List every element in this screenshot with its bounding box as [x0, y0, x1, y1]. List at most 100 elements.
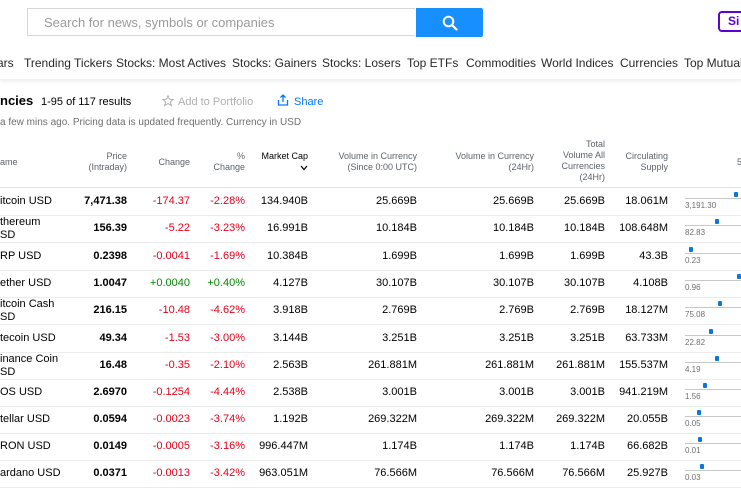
- table-row[interactable]: inance Coin SD 16.48 -0.35 -2.10% 2.563B 261.8…: [0, 352, 741, 380]
- col-volume-24hr[interactable]: Volume in Currency (24Hr): [455, 151, 534, 173]
- nav-item-most-actives[interactable]: Stocks: Most Actives: [116, 56, 227, 70]
- nav-item-top-mutual-funds[interactable]: Top Mutual Fu: [684, 56, 741, 70]
- table-row[interactable]: RP USD 0.2398 -0.0041 -1.69% 10.384B 1.699B 1.…: [0, 243, 741, 271]
- cell-change: -1.53: [164, 332, 190, 344]
- range-bar-track: [685, 470, 741, 471]
- cell-volume-24hr: 3.251B: [499, 332, 534, 344]
- nav-item-currencies[interactable]: Currencies: [620, 56, 679, 70]
- col-volume24-line1: Volume in Currency: [455, 151, 534, 161]
- cell-name[interactable]: OS USD: [0, 386, 42, 399]
- cell-name[interactable]: ardano USD: [0, 467, 61, 480]
- col-price[interactable]: Price (Intraday): [88, 151, 127, 173]
- cell-change: -0.0013: [152, 467, 190, 479]
- cell-circulating-supply: 108.648M: [619, 222, 668, 234]
- add-to-portfolio-button[interactable]: Add to Portfolio: [161, 94, 253, 108]
- cell-name[interactable]: inance Coin SD: [0, 353, 58, 379]
- cell-volume-24hr: 3.001B: [499, 386, 534, 398]
- table-row[interactable]: tellar USD 0.0594 -0.0023 -3.74% 1.192B 269.3…: [0, 406, 741, 434]
- cell-market-cap: 996.447M: [259, 440, 308, 452]
- col-market-cap[interactable]: Market Cap: [261, 151, 308, 174]
- cell-price: 1.0047: [93, 277, 127, 289]
- cell-volume-24hr: 1.174B: [499, 440, 534, 452]
- col-change[interactable]: Change: [158, 157, 190, 168]
- range-current-marker: [697, 410, 701, 415]
- cell-change: -5.22: [164, 222, 190, 234]
- sign-in-button[interactable]: Si: [718, 11, 741, 32]
- table-row[interactable]: ardano USD 0.0371 -0.0013 -3.42% 963.051M 76.…: [0, 460, 741, 488]
- cell-price: 216.15: [93, 304, 127, 316]
- cell-volume-24hr: 10.184B: [493, 222, 534, 234]
- table-row[interactable]: itcoin USD 7,471.38 -174.37 -2.28% 134.940B 2…: [0, 188, 741, 216]
- cell-circulating-supply: 155.537M: [619, 359, 668, 371]
- range-bar-track: [685, 198, 741, 199]
- col-name-label: ame: [0, 157, 18, 167]
- cell-total-volume: 30.107B: [564, 277, 605, 289]
- nav-item-futures[interactable]: ars: [0, 56, 14, 70]
- market-nav: ars Trending Tickers Stocks: Most Active…: [0, 46, 741, 80]
- table-row[interactable]: thereum SD 156.39 -5.22 -3.23% 16.991B 10.184B…: [0, 215, 741, 243]
- table-row[interactable]: tecoin USD 49.34 -1.53 -3.00% 3.144B 3.251B 3.…: [0, 325, 741, 353]
- range-low-value: 82.83: [685, 228, 706, 237]
- cell-name[interactable]: itcoin USD: [0, 195, 52, 208]
- cell-pct-change: -4.44%: [210, 386, 245, 398]
- cell-price: 0.2398: [93, 250, 127, 262]
- cell-volume-currency: 1.699B: [382, 250, 417, 262]
- cell-circulating-supply: 66.682B: [627, 440, 668, 452]
- nav-item-trending-tickers[interactable]: Trending Tickers: [24, 56, 113, 70]
- table-row[interactable]: ether USD 1.0047 +0.0040 +0.40% 4.127B 30.107…: [0, 270, 741, 298]
- nav-item-top-etfs[interactable]: Top ETFs: [407, 56, 459, 70]
- update-note: a few mins ago. Pricing data is updated …: [0, 117, 302, 128]
- col-volume-line1: Volume in Currency: [338, 151, 417, 161]
- cell-pct-change: -3.74%: [210, 413, 245, 425]
- cell-total-volume: 2.769B: [570, 304, 605, 316]
- col-52-week-range[interactable]: 5: [737, 157, 741, 168]
- cell-name-line: SD: [0, 229, 16, 241]
- col-pct-change[interactable]: % Change: [213, 151, 245, 173]
- nav-item-world-indices[interactable]: World Indices: [541, 56, 614, 70]
- cell-name[interactable]: tellar USD: [0, 413, 50, 426]
- col-total-volume[interactable]: Total Volume All Currencies (24Hr): [561, 139, 605, 183]
- cell-volume-24hr: 269.322M: [485, 413, 534, 425]
- col-name[interactable]: ame: [0, 157, 18, 168]
- search-input[interactable]: [27, 8, 415, 36]
- cell-name[interactable]: RP USD: [0, 250, 41, 263]
- cell-volume-24hr: 261.881M: [485, 359, 534, 371]
- nav-item-losers[interactable]: Stocks: Losers: [322, 56, 401, 70]
- search-button[interactable]: [416, 8, 483, 37]
- cell-volume-currency: 269.322M: [368, 413, 417, 425]
- cell-pct-change: -1.69%: [210, 250, 245, 262]
- cell-total-volume: 1.174B: [570, 440, 605, 452]
- cell-pct-change: -3.42%: [210, 467, 245, 479]
- nav-item-gainers[interactable]: Stocks: Gainers: [232, 56, 317, 70]
- range-low-value: 75.08: [685, 310, 706, 319]
- cell-market-cap: 963.051M: [259, 467, 308, 479]
- cell-name-line: tellar USD: [0, 413, 51, 425]
- sort-down-icon: [300, 165, 308, 171]
- col-volume24-line2: (24Hr): [508, 162, 534, 172]
- col-change-label: Change: [158, 157, 190, 167]
- cell-name[interactable]: ether USD: [0, 277, 51, 290]
- cell-market-cap: 4.127B: [273, 277, 308, 289]
- cell-total-volume: 261.881M: [556, 359, 605, 371]
- cell-name[interactable]: tecoin USD: [0, 332, 56, 345]
- table-row[interactable]: RON USD 0.0149 -0.0005 -3.16% 996.447M 1.174B…: [0, 433, 741, 461]
- cell-name[interactable]: RON USD: [0, 440, 51, 453]
- range-bar-track: [685, 225, 741, 226]
- cell-name[interactable]: itcoin Cash SD: [0, 298, 54, 324]
- range-current-marker: [709, 329, 713, 334]
- col-volume-currency[interactable]: Volume in Currency (Since 0:00 UTC): [338, 151, 417, 173]
- cell-total-volume: 10.184B: [564, 222, 605, 234]
- table-row[interactable]: OS USD 2.6970 -0.1254 -4.44% 2.538B 3.001B 3.0…: [0, 379, 741, 407]
- cell-circulating-supply: 43.3B: [639, 250, 668, 262]
- range-current-marker: [689, 247, 693, 252]
- col-volume-line2: (Since 0:00 UTC): [347, 162, 417, 172]
- cell-circulating-supply: 20.055B: [627, 413, 668, 425]
- table-row[interactable]: itcoin Cash SD 216.15 -10.48 -4.62% 3.918B 2.7…: [0, 297, 741, 325]
- col-circulating-supply[interactable]: Circulating Supply: [625, 151, 668, 173]
- cell-circulating-supply: 4.108B: [633, 277, 668, 289]
- share-icon: [277, 94, 289, 106]
- range-current-marker: [698, 437, 702, 442]
- cell-name[interactable]: thereum SD: [0, 216, 40, 242]
- nav-item-commodities[interactable]: Commodities: [466, 56, 537, 70]
- share-button[interactable]: Share: [277, 94, 323, 108]
